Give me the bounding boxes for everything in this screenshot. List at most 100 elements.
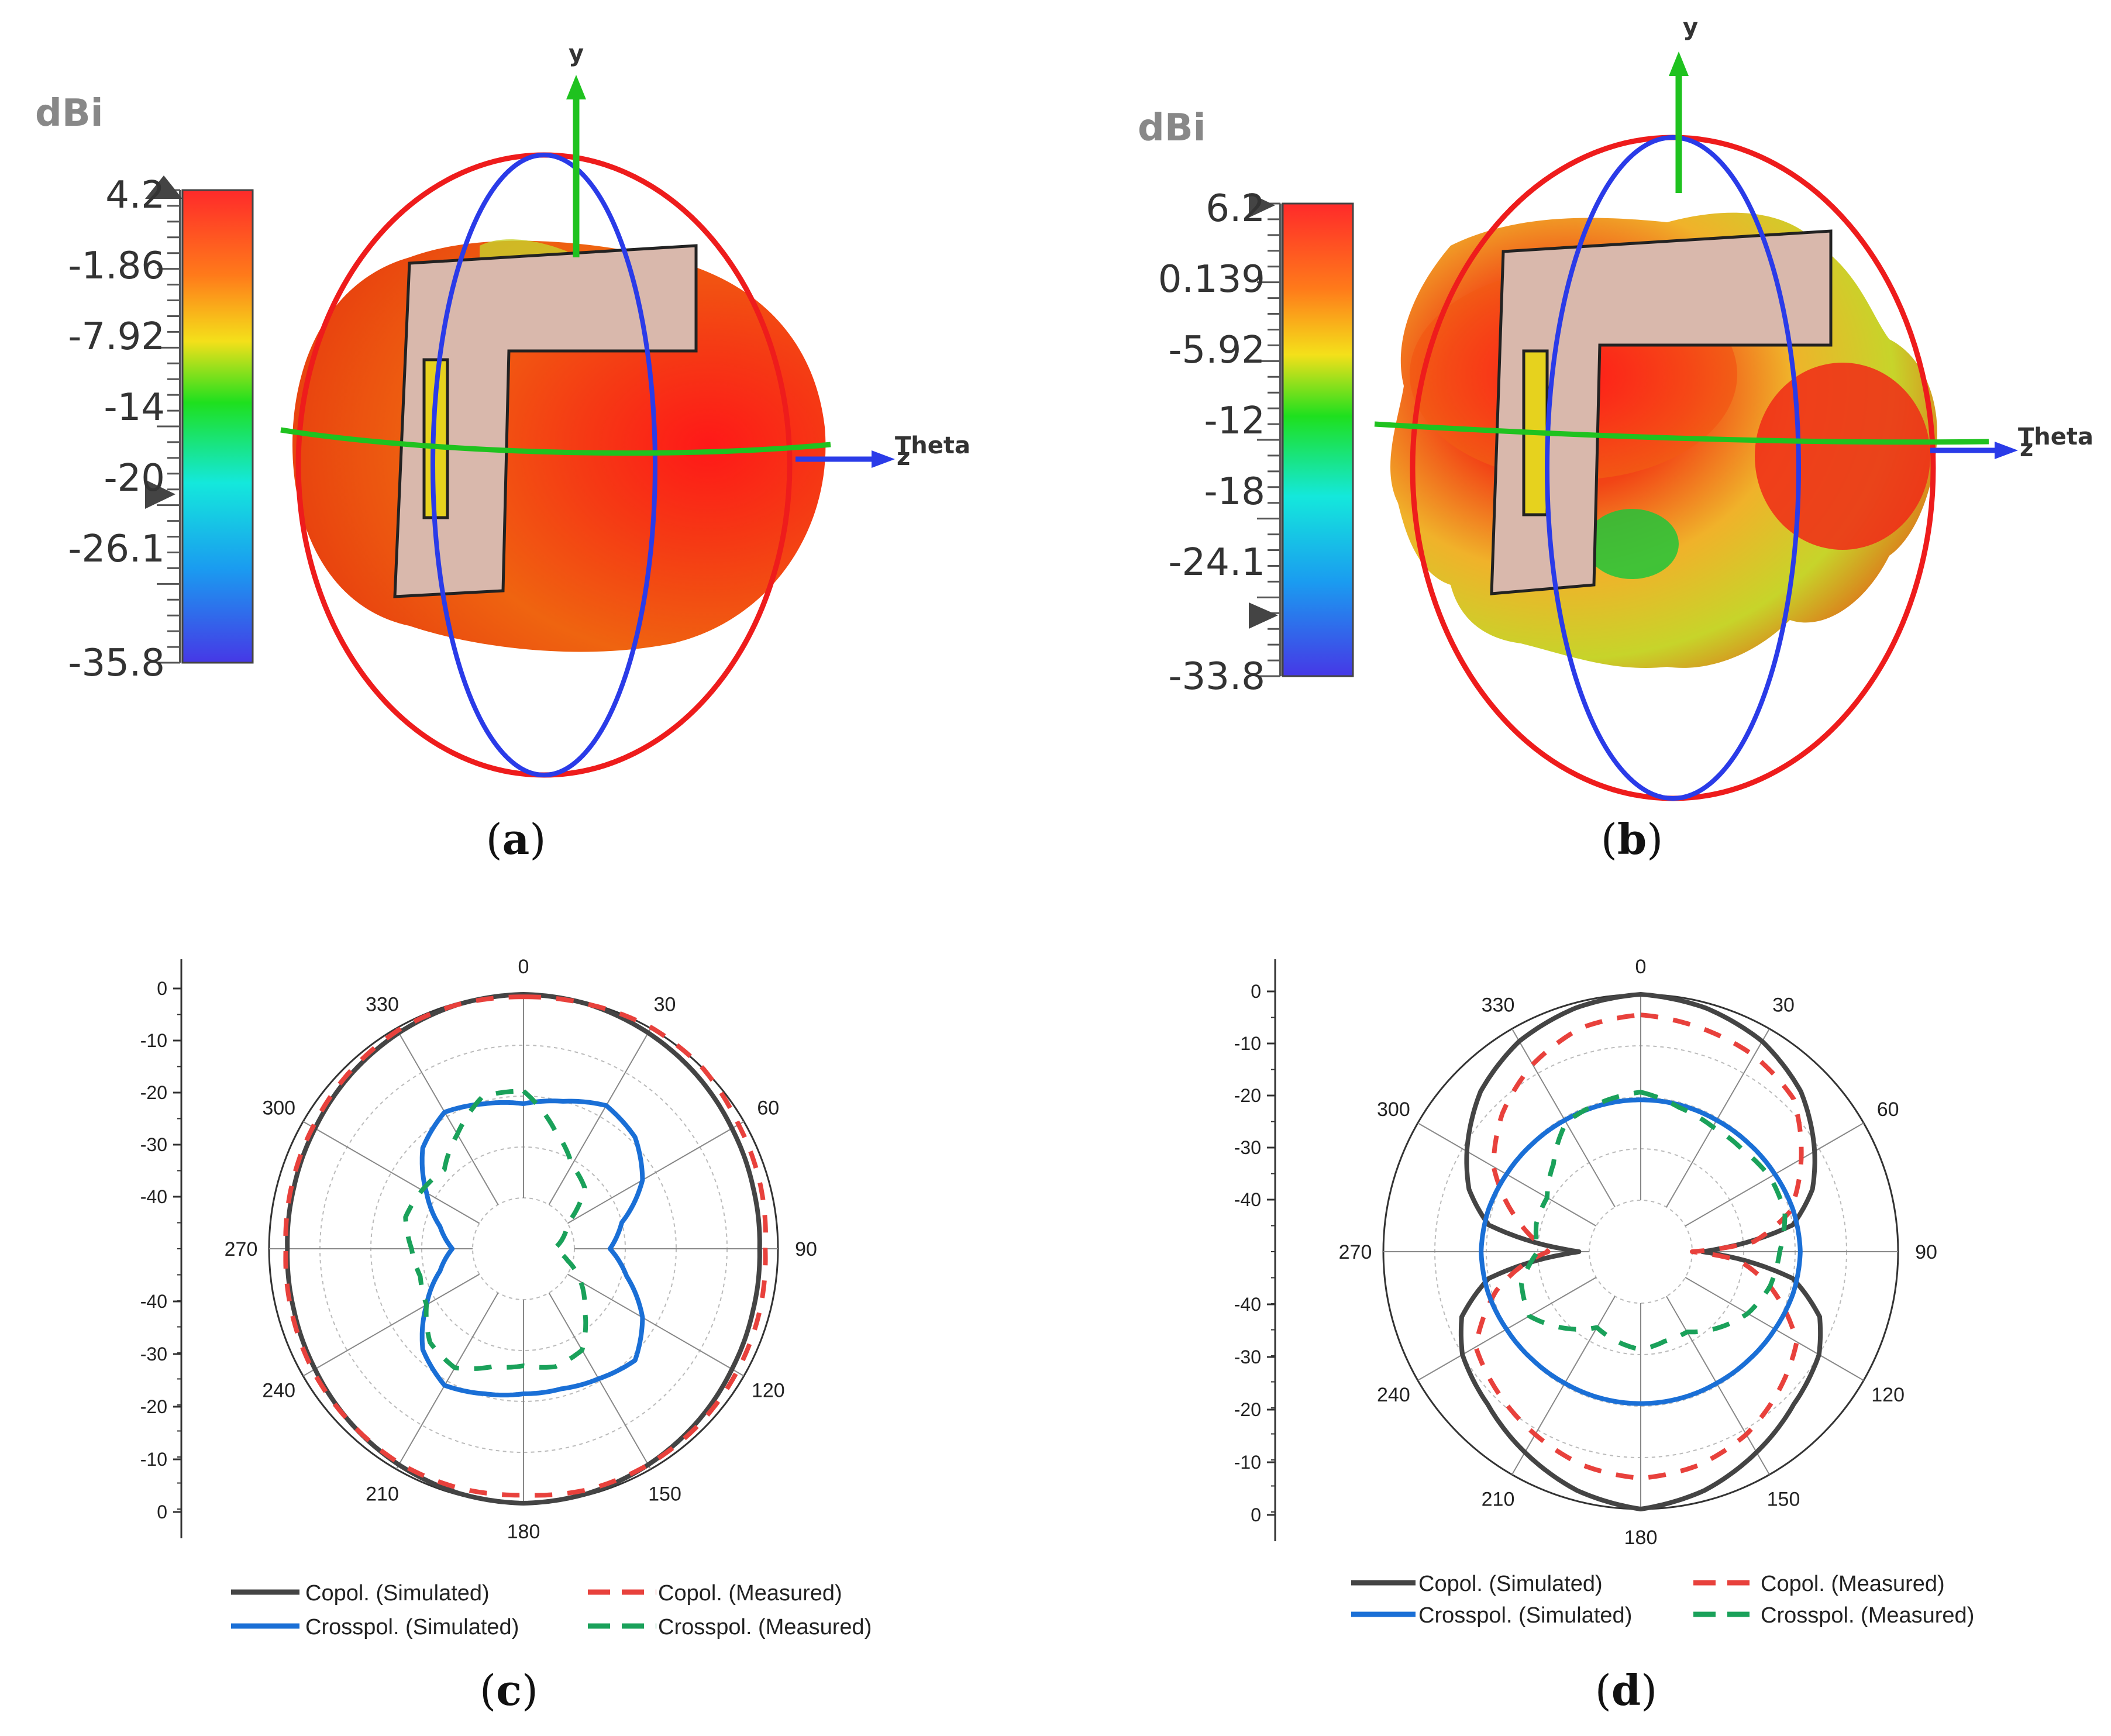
legend-label: Crosspol. (Simulated)	[305, 1615, 519, 1639]
panel-label-c: (c)	[480, 1665, 538, 1715]
angle-tick-label: 120	[752, 1380, 785, 1402]
polar-spoke	[302, 1273, 480, 1377]
polar-spoke	[1511, 1028, 1616, 1208]
colorbar-tick: -24.1	[1168, 541, 1265, 584]
r-tick-label: -30	[1234, 1137, 1261, 1158]
series-crosspol-simulated	[419, 1098, 645, 1398]
r-tick-label: -30	[140, 1134, 167, 1155]
colorbar-threshold-marker	[1249, 602, 1278, 629]
meridian-circle	[431, 153, 657, 777]
legend-label: Copol. (Simulated)	[305, 1581, 490, 1606]
colorbar-max-marker	[1249, 193, 1275, 218]
angle-tick-label: 300	[1377, 1098, 1410, 1121]
y-axis-arrow	[566, 75, 586, 99]
theta-axis-arrow	[872, 450, 895, 468]
angle-tick-label: 120	[1871, 1384, 1905, 1406]
panel-a: dBi 4.2 -1.86 -7.92 -14 -20 -26.1 -35.8 …	[35, 40, 970, 864]
angle-tick-label: 300	[262, 1097, 295, 1120]
equator-circle	[280, 427, 831, 456]
angle-tick-label: 240	[262, 1380, 295, 1402]
angle-tick-label: 330	[1482, 994, 1515, 1016]
r-tick-label: 0	[157, 1501, 167, 1523]
r-tick-label: -40	[140, 1186, 167, 1207]
legend-c: Copol. (Simulated) Copol. (Measured) Cro…	[231, 1581, 872, 1639]
colorbar-unit: dBi	[35, 92, 104, 135]
series-crosspol-measured	[403, 1089, 588, 1372]
r-tick-label: -40	[1234, 1189, 1261, 1210]
polar-spoke	[395, 1028, 499, 1205]
meridian-circle	[1545, 135, 1801, 801]
r-tick-label: -10	[1234, 1033, 1261, 1054]
angle-tick-label: 60	[757, 1097, 779, 1120]
polar-spoke	[567, 1273, 745, 1377]
polar-spoke	[1666, 1296, 1770, 1475]
polar-spoke	[1666, 1028, 1770, 1208]
colorbar-tick: 6.2	[1206, 187, 1265, 230]
colorbar-tick: -18	[1204, 470, 1265, 514]
legend-label: Copol. (Measured)	[658, 1581, 842, 1606]
polar-spoke	[548, 1292, 652, 1470]
angle-tick-label: 270	[1339, 1241, 1372, 1263]
side-lobe	[1755, 363, 1930, 550]
polar-grid-ring	[1589, 1200, 1693, 1304]
colorbar-unit: dBi	[1138, 106, 1206, 150]
colorbar-tick: 0.139	[1158, 258, 1265, 301]
panel-label-b: (b)	[1601, 814, 1664, 864]
panel-label-d: (d)	[1595, 1665, 1658, 1715]
r-tick-label: -40	[140, 1291, 167, 1312]
polar-chart-c: 0 -10 -20 -30 -40 -40 -30 -20 -10 0 0 30 60 90 120 150…	[140, 956, 817, 1543]
series-copol-simulated	[285, 992, 762, 1506]
angle-tick-label: 180	[1624, 1527, 1658, 1549]
legend-label: Crosspol. (Measured)	[658, 1615, 872, 1639]
colorbar-tick: -20	[104, 457, 165, 500]
colorbar-tick: -26.1	[68, 528, 165, 571]
angle-tick-label: 180	[507, 1521, 540, 1543]
colorbar-tick: -33.8	[1168, 655, 1265, 698]
antenna-substrate	[393, 244, 698, 598]
polar-spoke	[302, 1121, 480, 1224]
r-tick-label: -20	[1234, 1399, 1261, 1420]
theta-axis-label: Theta	[895, 432, 970, 459]
legend-label: Crosspol. (Measured)	[1761, 1603, 1974, 1628]
r-tick-label: -20	[140, 1396, 167, 1417]
antenna-substrate	[1490, 229, 1833, 595]
angle-tick-label: 90	[795, 1238, 817, 1260]
angle-tick-label: 90	[1915, 1241, 1937, 1263]
r-tick-label: -10	[1234, 1452, 1261, 1473]
series-copol-simulated	[1458, 992, 1823, 1511]
colorbar-tick: -14	[104, 386, 165, 429]
polar-spoke	[395, 1292, 499, 1470]
colorbar-tick: -7.92	[68, 315, 165, 359]
colorbar-tick: -12	[1204, 399, 1265, 443]
r-tick-label: -10	[140, 1030, 167, 1051]
angle-tick-label: 0	[518, 956, 529, 978]
polar-spoke	[1511, 1296, 1616, 1475]
theta-axis-arrow	[1995, 442, 2018, 459]
series-copol-measured	[283, 994, 768, 1498]
r-tick-label: -20	[1234, 1085, 1261, 1106]
y-axis-label: y	[1683, 14, 1698, 41]
r-tick-label: 0	[1251, 1504, 1261, 1525]
r-tick-label: 0	[1251, 981, 1261, 1002]
angle-tick-label: 0	[1635, 956, 1647, 978]
legend-label: Crosspol. (Simulated)	[1418, 1603, 1632, 1628]
series-crosspol-simulated	[1479, 1097, 1803, 1406]
pattern-null	[1585, 509, 1679, 579]
panel-label-a: (a)	[486, 814, 546, 864]
z-axis-label: z	[2020, 435, 2033, 462]
polar-spoke	[548, 1028, 652, 1205]
colorbar-max-marker	[145, 175, 182, 199]
angle-tick-label: 150	[1767, 1489, 1800, 1511]
r-tick-label: -30	[140, 1344, 167, 1365]
polar-chart-d: 0 -10 -20 -30 -40 -40 -30 -20 -10 0 0 30 60 90 120 150…	[1234, 956, 1937, 1549]
angle-tick-label: 270	[225, 1238, 258, 1260]
panel-b: dBi 6.2 0.139 -5.92 -12 -18 -24.1 -33.8 …	[1138, 14, 2093, 864]
legend-label: Copol. (Measured)	[1761, 1572, 1945, 1596]
polar-grid-ring	[472, 1197, 575, 1300]
r-tick-label: -20	[140, 1082, 167, 1103]
y-axis-label: y	[569, 40, 584, 67]
z-axis-label: z	[897, 444, 910, 471]
colorbar-tick: -35.8	[68, 642, 165, 685]
colorbar-tick: -1.86	[68, 244, 165, 288]
